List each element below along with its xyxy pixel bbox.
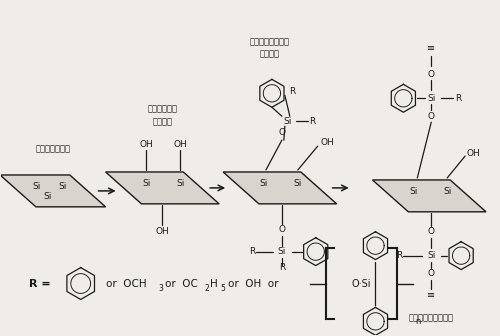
Text: R: R [310, 117, 316, 126]
Text: 预处理玄武岩
纤维织物: 预处理玄武岩 纤维织物 [148, 105, 178, 126]
Text: 3: 3 [158, 284, 164, 293]
Polygon shape [223, 172, 336, 204]
Text: R: R [288, 87, 295, 96]
Text: R: R [278, 263, 285, 272]
Text: OH: OH [321, 138, 334, 146]
Polygon shape [372, 180, 486, 212]
Text: or  OH  or: or OH or [228, 279, 278, 289]
Text: 改性玄武岩纤维织物: 改性玄武岩纤维织物 [408, 313, 454, 323]
Text: ≡: ≡ [427, 290, 436, 300]
Text: 2: 2 [204, 284, 209, 293]
Text: Si: Si [294, 179, 302, 188]
Text: Si: Si [284, 117, 292, 126]
Text: Si: Si [176, 179, 184, 188]
Text: Si: Si [44, 193, 52, 201]
Text: R: R [249, 247, 255, 256]
Text: O: O [428, 227, 434, 236]
Text: R: R [396, 251, 402, 260]
Text: Si: Si [32, 182, 41, 192]
Text: Si: Si [409, 187, 418, 197]
Text: H: H [210, 279, 218, 289]
Text: O·Si: O·Si [352, 279, 372, 289]
Text: OH: OH [140, 139, 153, 149]
Text: Si: Si [260, 179, 268, 188]
Text: O: O [428, 112, 434, 121]
Text: R: R [455, 94, 462, 103]
Text: O: O [428, 70, 434, 79]
Text: 5: 5 [220, 284, 225, 293]
Text: O: O [428, 269, 434, 278]
Text: O: O [278, 128, 285, 137]
Text: n: n [416, 318, 420, 326]
Text: Si: Si [427, 251, 436, 260]
Text: 玄武岩纤维织物: 玄武岩纤维织物 [36, 144, 70, 153]
Text: Si: Si [58, 182, 67, 192]
Text: or  OC: or OC [166, 279, 198, 289]
Text: or  OCH: or OCH [106, 279, 146, 289]
Text: Si: Si [142, 179, 150, 188]
Text: R =: R = [29, 279, 50, 289]
Polygon shape [0, 175, 106, 207]
Text: OH: OH [466, 149, 480, 158]
Text: O: O [278, 225, 285, 234]
Polygon shape [106, 172, 219, 204]
Text: OH: OH [174, 139, 187, 149]
Text: Si: Si [278, 247, 286, 256]
Text: ≡: ≡ [427, 43, 436, 53]
Text: Si: Si [443, 187, 452, 197]
Text: OH: OH [156, 227, 169, 236]
Text: Si: Si [427, 94, 436, 103]
Text: 含接枝链的玄武岩
纤维织物: 含接枝链的玄武岩 纤维织物 [250, 37, 290, 58]
